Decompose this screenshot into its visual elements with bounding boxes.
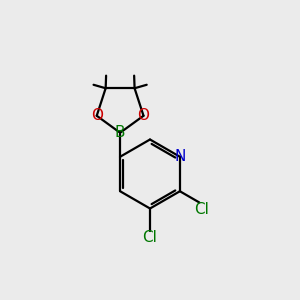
Text: N: N (174, 149, 186, 164)
Text: O: O (91, 108, 103, 123)
Text: B: B (115, 125, 125, 140)
Text: Cl: Cl (142, 230, 158, 245)
Text: Cl: Cl (194, 202, 209, 217)
Text: O: O (137, 108, 149, 123)
